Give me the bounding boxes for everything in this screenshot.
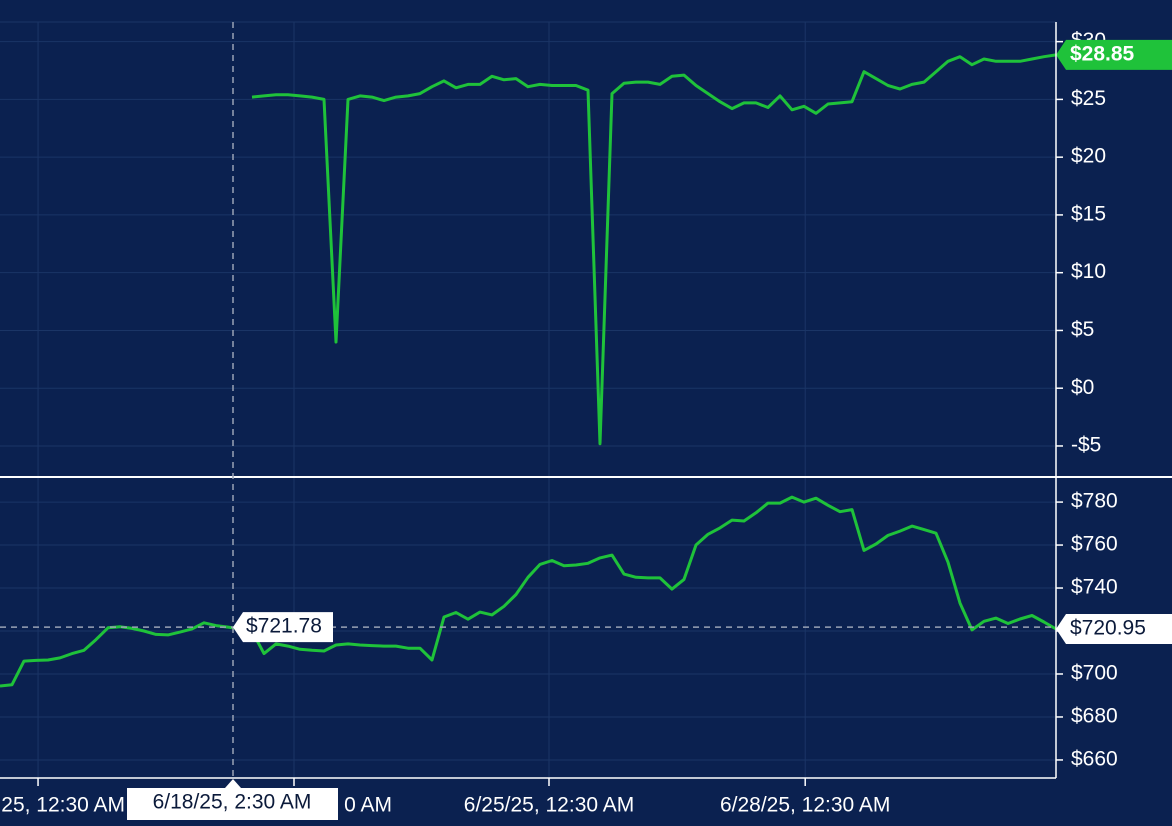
x-tick-label: 25, 12:30 AM: [1, 794, 125, 817]
pane: -$5$0$5$10$15$20$25$30: [0, 22, 1106, 476]
last-value-tag: [1056, 613, 1172, 644]
y-tick-label: $20: [1071, 145, 1106, 168]
y-tick-label: $15: [1071, 202, 1106, 225]
x-tick-label: 0 AM: [344, 794, 392, 817]
y-tick-label: $0: [1071, 376, 1094, 399]
crosshair-price-label: $721.78: [246, 615, 322, 638]
y-tick-label: $740: [1071, 576, 1118, 599]
y-tick-label: $660: [1071, 747, 1118, 770]
y-tick-label: $680: [1071, 705, 1118, 728]
y-tick-label: $780: [1071, 490, 1118, 513]
last-value-label: $720.95: [1070, 617, 1146, 640]
y-tick-label: $5: [1071, 318, 1094, 341]
y-tick-label: $760: [1071, 533, 1118, 556]
crosshair-date-tag: [127, 779, 338, 820]
y-tick-label: $700: [1071, 662, 1118, 685]
last-value-tag: [1056, 39, 1172, 70]
x-tick-label: 6/28/25, 12:30 AM: [720, 794, 890, 817]
x-tick-label: 6/25/25, 12:30 AM: [464, 794, 634, 817]
price-line: [251, 53, 1057, 446]
crosshair-price-tag: [233, 612, 333, 643]
y-tick-label: -$5: [1071, 434, 1101, 457]
price-line: [0, 495, 1057, 688]
y-tick-label: $10: [1071, 260, 1106, 283]
last-value-label: $28.85: [1070, 42, 1135, 65]
pane: $660$680$700$720$740$760$780: [0, 478, 1118, 778]
y-tick-label: $25: [1071, 87, 1106, 110]
crosshair-date-label: 6/18/25, 2:30 AM: [153, 791, 312, 814]
